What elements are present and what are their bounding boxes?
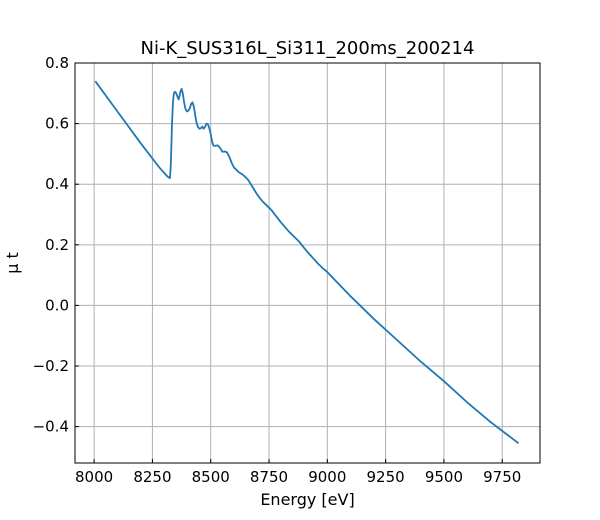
y-tick-label: −0.2 bbox=[33, 357, 69, 375]
x-tick-label: 8000 bbox=[75, 468, 113, 486]
x-tick-label: 8250 bbox=[133, 468, 171, 486]
y-tick-label: 0.6 bbox=[45, 115, 69, 133]
chart-title: Ni-K_SUS316L_Si311_200ms_200214 bbox=[141, 38, 475, 59]
x-tick-label: 9250 bbox=[367, 468, 405, 486]
x-axis-title: Energy [eV] bbox=[260, 490, 354, 509]
x-tick-label: 9000 bbox=[308, 468, 346, 486]
y-tick-label: 0.4 bbox=[45, 175, 69, 193]
x-tick-label: 8750 bbox=[250, 468, 288, 486]
x-tick-label: 9750 bbox=[483, 468, 521, 486]
series-line-0 bbox=[94, 80, 520, 445]
y-tick-label: −0.4 bbox=[33, 418, 69, 436]
plot-frame bbox=[74, 62, 541, 464]
y-tick-label: 0.2 bbox=[45, 236, 69, 254]
y-tick-label: 0.8 bbox=[45, 54, 69, 72]
y-tick-label: 0.0 bbox=[45, 296, 69, 314]
y-axis-title: μ t bbox=[3, 252, 22, 274]
axis-ticks: 8000 8250 8500 8750 9000 9250 9500 9750 −0.4 −0.2… bbox=[33, 54, 522, 486]
x-tick-label: 9500 bbox=[425, 468, 463, 486]
grid-lines bbox=[75, 62, 540, 463]
x-tick-label: 8500 bbox=[192, 468, 230, 486]
data-series bbox=[94, 80, 520, 445]
